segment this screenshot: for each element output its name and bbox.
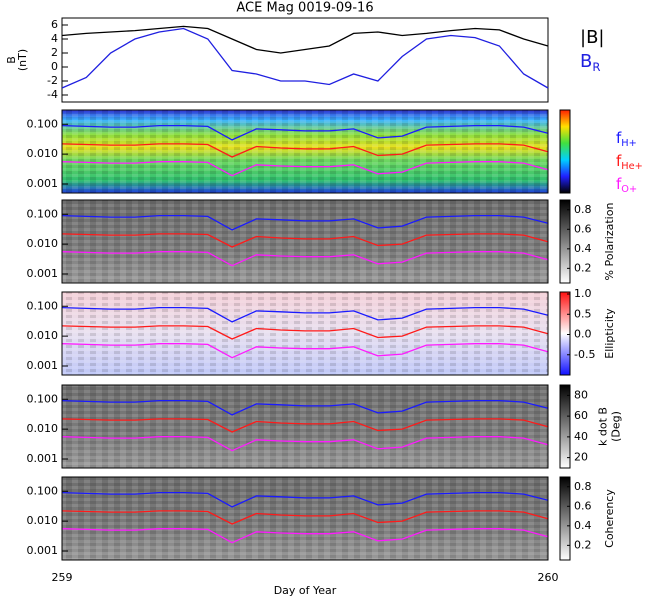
spectrogram-texture [62, 292, 548, 375]
colorbar-tick-label: -0.5 [574, 348, 595, 361]
colorbar [559, 384, 571, 469]
colorbar-label: (Deg) [610, 411, 623, 442]
series-line [61, 325, 549, 340]
legend-name: f [616, 175, 622, 193]
colorbar-tick-label: 0.8 [574, 203, 592, 216]
series-line [61, 528, 549, 544]
plot-frame [61, 476, 549, 561]
spectrogram-texture [62, 110, 548, 193]
y-tick-label: 2 [51, 46, 58, 59]
legend-sub: R [592, 60, 600, 74]
colorbar-tick-label: 20 [574, 451, 588, 464]
series-line [61, 233, 549, 248]
y-tick-label: -4 [47, 88, 58, 101]
plot-frame [61, 384, 549, 469]
series-line [61, 491, 549, 508]
y-tick-label: 0.001 [27, 177, 59, 190]
spectrogram-texture [62, 477, 548, 560]
legend-sub: O+ [621, 184, 637, 195]
colorbar [559, 109, 571, 194]
colorbar-label: % Polarization [603, 203, 616, 281]
y-axis-label: (nT) [16, 49, 29, 71]
y-tick-label: 0.100 [27, 207, 59, 220]
y-tick-label: -2 [47, 74, 58, 87]
legend-sub: H+ [621, 138, 637, 149]
colorbar-tick-label: 0.2 [574, 538, 592, 551]
legend-name: B [580, 51, 592, 72]
plot-frame [61, 109, 549, 194]
colorbar-tick-label: 0.5 [574, 307, 592, 320]
series-line [61, 436, 549, 452]
colorbar-label: Coherency [603, 489, 616, 548]
colorbar-tick-label: 60 [574, 409, 588, 422]
y-tick-label: 0.010 [27, 147, 59, 160]
series-line [61, 343, 549, 359]
y-tick-label: 0.010 [27, 514, 59, 527]
colorbar-tick-label: 40 [574, 430, 588, 443]
series-line [61, 251, 549, 267]
y-tick-label: 0.010 [27, 237, 59, 250]
series-line [61, 510, 549, 525]
colorbar-tick-label: 0.8 [574, 480, 592, 493]
colorbar [559, 199, 571, 284]
legend-entry: BR [580, 51, 600, 74]
series-line [61, 418, 549, 433]
colorbar-tick-label: 0.6 [574, 222, 592, 235]
y-tick-label: 4 [51, 32, 58, 45]
y-tick-label: 0.001 [27, 452, 59, 465]
colorbar [559, 291, 571, 376]
y-tick-label: 0.100 [27, 484, 59, 497]
series-line [61, 214, 549, 231]
plot-frame [61, 199, 549, 284]
y-tick-label: 0 [51, 60, 58, 73]
y-tick-label: 0.001 [27, 267, 59, 280]
x-tick-label: 260 [538, 571, 559, 584]
series-line [61, 27, 549, 89]
colorbar-label: k dot B [597, 407, 610, 446]
y-tick-label: 0.100 [27, 117, 59, 130]
colorbar-tick-label: 1.0 [574, 287, 592, 300]
y-tick-label: 0.010 [27, 329, 59, 342]
y-axis-label: B [5, 56, 18, 64]
colorbar [559, 476, 571, 561]
legend-name: f [616, 129, 622, 147]
legend-name: |B| [580, 27, 604, 48]
y-tick-label: 0.001 [27, 544, 59, 557]
plot-frame [61, 291, 549, 376]
legend-entry: fHe+ [616, 152, 643, 173]
colorbar-tick-label: 0.2 [574, 261, 592, 274]
legend-entry: |B| [580, 27, 604, 48]
series-line [61, 124, 549, 141]
plot-frame [61, 17, 549, 103]
colorbar-tick-label: 0.4 [574, 519, 592, 532]
x-tick-label: 259 [52, 571, 73, 584]
legend-name: f [616, 152, 622, 170]
legend-entry: fH+ [616, 129, 637, 150]
y-tick-label: 0.010 [27, 422, 59, 435]
legend-sub: He+ [621, 161, 643, 172]
y-tick-label: 6 [51, 18, 58, 31]
colorbar-tick-label: 80 [574, 388, 588, 401]
legend-entry: fO+ [616, 175, 637, 196]
colorbar-tick-label: 0.4 [574, 242, 592, 255]
y-tick-label: 0.100 [27, 392, 59, 405]
colorbar-tick-label: 0.6 [574, 499, 592, 512]
series-line [61, 25, 549, 54]
series-line [61, 143, 549, 158]
spectrogram-texture [62, 385, 548, 468]
spectrogram-texture [62, 200, 548, 283]
y-tick-label: 0.001 [27, 359, 59, 372]
series-line [61, 161, 549, 177]
series-line [61, 306, 549, 323]
colorbar-label: Ellipticity [603, 308, 616, 359]
chart-title: ACE Mag 0019-09-16 [236, 1, 373, 16]
y-tick-label: 0.100 [27, 299, 59, 312]
colorbar-tick-label: 0.0 [574, 328, 592, 341]
x-axis-label: Day of Year [274, 584, 337, 597]
series-line [61, 399, 549, 416]
